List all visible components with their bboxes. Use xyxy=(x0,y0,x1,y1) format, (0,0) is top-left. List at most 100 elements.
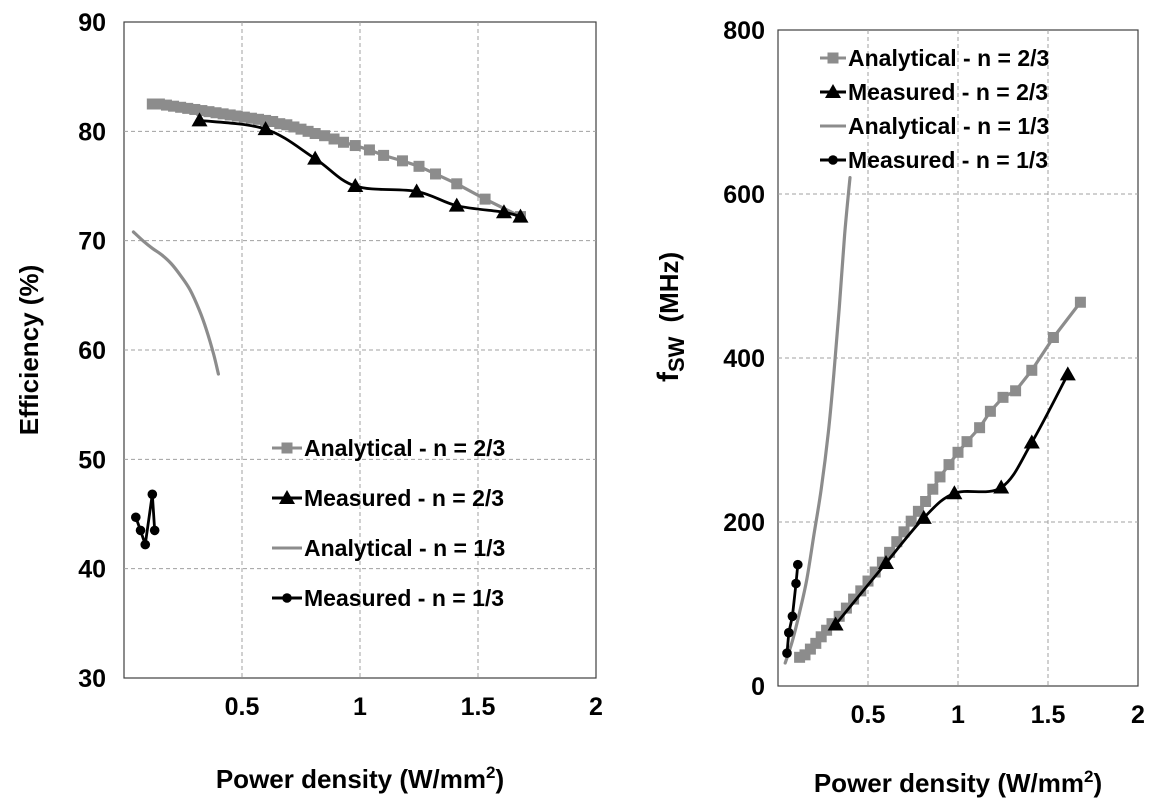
fsw-legend: Analytical - n = 2/3 Measured - n = 2/3 An… xyxy=(820,45,1049,173)
fsw-legend-label: Analytical - n = 1/3 xyxy=(848,113,1049,139)
efficiency-legend-item-3: Analytical - n = 1/3 xyxy=(272,535,505,561)
efficiency-legend-label: Analytical - n = 1/3 xyxy=(304,535,505,561)
efficiency-series-1-point xyxy=(479,193,491,205)
efficiency-chart: 30 40 50 60 70 80 90 0.5 1 1.5 2 Analytical - n =… xyxy=(14,9,603,794)
fsw-series-1-point xyxy=(961,436,973,448)
fsw-x-tick-label: 1 xyxy=(951,701,965,729)
fsw-x-axis-label: Power density (W/mm2) xyxy=(814,767,1102,798)
fsw-series-1 xyxy=(794,296,1086,663)
efficiency-series-2-point xyxy=(448,197,465,212)
efficiency-series xyxy=(131,98,529,550)
fsw-y-ticks: 0 200 400 600 800 xyxy=(723,17,765,701)
efficiency-series-1-point xyxy=(430,168,442,180)
fsw-series-2-line xyxy=(834,373,1070,626)
efficiency-legend-marker xyxy=(279,490,295,504)
fsw-series-2-point xyxy=(1023,434,1040,449)
efficiency-y-ticks: 30 40 50 60 70 80 90 xyxy=(78,9,106,693)
efficiency-series-1-point xyxy=(396,155,408,167)
efficiency-series-2-point xyxy=(495,204,512,219)
efficiency-gridlines xyxy=(124,22,596,678)
fsw-series-4-point xyxy=(787,611,798,622)
fsw-series-1-point xyxy=(884,546,896,558)
fsw-series-2-point xyxy=(993,479,1010,494)
efficiency-series-1-point xyxy=(274,118,286,130)
fsw-y-axis-label: fSW(MHz) xyxy=(652,252,689,382)
fsw-series-1-point xyxy=(912,505,924,517)
fsw-legend-item-2: Measured - n = 2/3 xyxy=(820,79,1048,105)
efficiency-series-1-point xyxy=(224,109,236,121)
efficiency-series-1-point xyxy=(196,105,208,117)
efficiency-series-2 xyxy=(191,112,529,223)
fsw-series-1-point xyxy=(1010,385,1022,397)
fsw-series-1-point xyxy=(869,566,881,578)
efficiency-x-tick-label: 0.5 xyxy=(225,693,260,721)
efficiency-series-1-point xyxy=(378,149,390,161)
efficiency-series-1-point xyxy=(337,136,349,148)
efficiency-series-1-point xyxy=(309,128,321,140)
efficiency-series-2-point xyxy=(512,208,529,223)
fsw-series-1-point xyxy=(984,405,996,417)
efficiency-series-1-point xyxy=(153,98,165,110)
fsw-legend-marker xyxy=(828,155,838,165)
efficiency-series-1-point xyxy=(328,133,340,145)
efficiency-legend: Analytical - n = 2/3 Measured - n = 2/3 An… xyxy=(272,435,505,611)
fsw-series-1-point xyxy=(815,631,827,643)
fsw-series-1-point xyxy=(862,575,874,587)
efficiency-series-1-point xyxy=(203,106,215,118)
fsw-y-tick-label: 0 xyxy=(751,673,765,701)
efficiency-series-1 xyxy=(146,98,526,223)
fsw-series-1-point xyxy=(855,585,867,597)
fsw-legend-label: Measured - n = 1/3 xyxy=(848,147,1048,173)
efficiency-series-4-point xyxy=(131,512,141,523)
efficiency-series-1-point xyxy=(267,115,279,127)
fsw-series-1-point xyxy=(821,624,833,636)
fsw-x-ticks: 0.5 1 1.5 2 xyxy=(851,701,1145,729)
fsw-x-tick-label: 0.5 xyxy=(851,701,886,729)
fsw-chart: 0 200 400 600 800 0.5 1 1.5 2 Analytical - n = … xyxy=(652,17,1145,798)
efficiency-y-tick-label: 30 xyxy=(78,665,106,693)
efficiency-series-1-point xyxy=(288,121,300,133)
efficiency-series-1-point xyxy=(319,130,331,142)
fsw-legend-item-4: Measured - n = 1/3 xyxy=(820,147,1048,173)
fsw-legend-label: Measured - n = 2/3 xyxy=(848,79,1048,105)
fsw-series-4 xyxy=(782,559,803,658)
efficiency-series-4 xyxy=(131,489,160,550)
efficiency-series-1-point xyxy=(168,100,180,112)
efficiency-series-4-point xyxy=(147,489,158,500)
efficiency-series-4-point xyxy=(135,525,146,536)
fsw-series-1-point xyxy=(920,496,932,507)
efficiency-series-1-point xyxy=(260,114,272,126)
efficiency-x-tick-label: 1.5 xyxy=(461,693,496,721)
efficiency-x-tick-label: 1 xyxy=(353,693,367,721)
efficiency-series-1-point xyxy=(217,108,229,120)
efficiency-y-tick-label: 90 xyxy=(78,9,106,37)
fsw-series-4-point xyxy=(791,578,801,589)
fsw-series-1-point xyxy=(898,526,910,538)
efficiency-series-4-point xyxy=(149,525,160,536)
efficiency-series-1-point xyxy=(210,107,222,119)
efficiency-series-1-point xyxy=(189,103,201,115)
efficiency-series-1-point xyxy=(253,113,265,125)
fsw-series-1-point xyxy=(927,483,939,495)
fsw-series xyxy=(782,176,1086,665)
fsw-legend-marker xyxy=(825,84,841,98)
efficiency-x-axis-label: Power density (W/mm2) xyxy=(216,763,504,794)
efficiency-series-2-point xyxy=(347,178,364,192)
fsw-series-1-point xyxy=(905,515,917,527)
efficiency-series-1-point xyxy=(302,125,314,137)
fsw-series-3-line xyxy=(783,176,852,665)
efficiency-series-2-point xyxy=(191,112,208,127)
fsw-series-3 xyxy=(783,176,852,665)
efficiency-series-1-point xyxy=(231,110,243,122)
efficiency-y-axis-label: Efficiency (%) xyxy=(14,265,44,436)
fsw-series-1-point xyxy=(1047,332,1059,343)
efficiency-series-1-point xyxy=(363,144,375,156)
fsw-series-1-point xyxy=(848,593,860,605)
efficiency-y-tick-label: 60 xyxy=(78,337,106,365)
fsw-series-1-point xyxy=(804,643,816,655)
fsw-y-tick-label: 400 xyxy=(723,345,765,373)
efficiency-series-1-point xyxy=(349,140,361,152)
efficiency-series-1-point xyxy=(281,119,293,131)
fsw-series-1-point xyxy=(934,471,946,483)
